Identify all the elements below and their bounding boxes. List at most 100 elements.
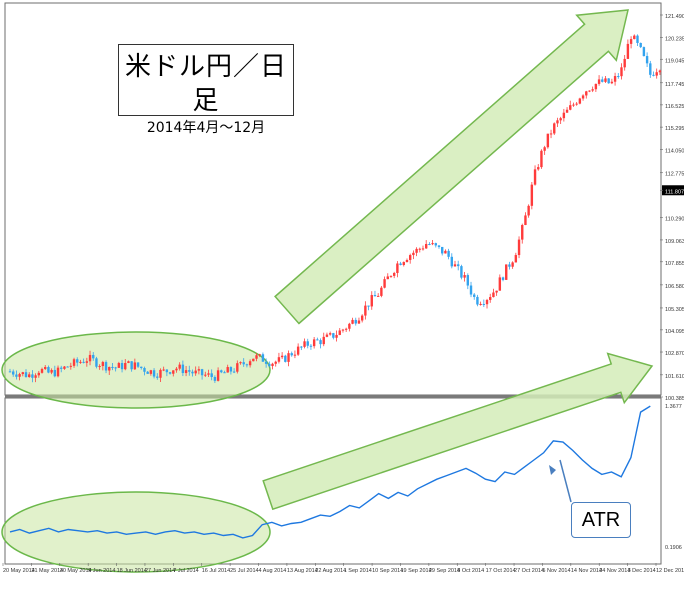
date-tick-label: 12 Dec 2014 bbox=[656, 568, 684, 574]
candle-body bbox=[341, 329, 345, 331]
pane-separator bbox=[5, 395, 661, 398]
candle-body bbox=[280, 355, 284, 358]
candle-body bbox=[111, 366, 114, 368]
candle-body bbox=[530, 184, 534, 206]
candle-body bbox=[213, 376, 217, 381]
candle-body bbox=[466, 275, 470, 286]
candle-body bbox=[277, 357, 281, 362]
candle-body bbox=[53, 369, 57, 377]
candle-body bbox=[79, 361, 82, 363]
candle-body bbox=[143, 367, 146, 372]
candle-body bbox=[335, 334, 338, 338]
date-tick-label: 17 Oct 2014 bbox=[486, 568, 516, 574]
candle-body bbox=[521, 225, 524, 240]
atr-label: ATR bbox=[571, 502, 631, 538]
candle-body bbox=[357, 320, 361, 324]
atr-callout-arrowhead bbox=[549, 465, 556, 475]
candle-body bbox=[505, 264, 508, 280]
date-tick-label: 5 Nov 2014 bbox=[542, 568, 570, 574]
date-tick-label: 9 Jun 2014 bbox=[88, 568, 115, 574]
candle-body bbox=[498, 277, 502, 291]
candle-body bbox=[354, 319, 357, 324]
candle-body bbox=[325, 334, 329, 337]
candle-body bbox=[24, 372, 28, 378]
candle-body bbox=[258, 354, 261, 356]
candle-body bbox=[389, 275, 393, 277]
candle-body bbox=[104, 362, 108, 371]
candle-body bbox=[373, 295, 377, 297]
candle-body bbox=[524, 215, 527, 226]
candle-body bbox=[229, 367, 233, 372]
date-tick-label: 4 Aug 2014 bbox=[259, 568, 287, 574]
date-tick-label: 20 May 2014 bbox=[3, 568, 35, 574]
candle-body bbox=[44, 367, 47, 369]
candle-body bbox=[460, 266, 463, 278]
candle-body bbox=[322, 336, 325, 345]
atr-tick-label: 0.1906 bbox=[665, 545, 682, 551]
date-tick-label: 10 Sep 2014 bbox=[372, 568, 403, 574]
candle-body bbox=[569, 105, 572, 110]
candle-body bbox=[351, 319, 354, 324]
price-tick-label: 101.610 bbox=[665, 374, 684, 380]
candle-body bbox=[248, 361, 252, 366]
candle-body bbox=[114, 367, 117, 369]
candle-body bbox=[76, 359, 79, 363]
candle-body bbox=[408, 255, 412, 260]
price-tick-label: 102.870 bbox=[665, 351, 684, 357]
price-tick-label: 106.580 bbox=[665, 284, 684, 290]
price-tick-label: 104.095 bbox=[665, 329, 684, 335]
candle-body bbox=[565, 109, 569, 113]
candle-body bbox=[156, 376, 159, 378]
candle-body bbox=[200, 369, 204, 376]
candle-body bbox=[181, 364, 185, 374]
candle-body bbox=[546, 133, 550, 148]
candle-body bbox=[332, 333, 335, 338]
candle-body bbox=[597, 79, 601, 84]
candle-body bbox=[146, 371, 149, 374]
candle-body bbox=[485, 299, 489, 305]
candle-body bbox=[658, 70, 662, 73]
candle-body bbox=[424, 243, 428, 249]
candle-body bbox=[473, 294, 476, 297]
y-axis: 121.490 120.235 119.045 117.745 116.525 115.2… bbox=[660, 14, 684, 551]
candle-body bbox=[492, 292, 495, 298]
candle-body bbox=[274, 361, 277, 364]
price-tick-label: 100.385 bbox=[665, 396, 684, 402]
candle-body bbox=[12, 371, 15, 375]
candle-body bbox=[655, 72, 658, 76]
date-tick-label: 7 Jul 2014 bbox=[173, 568, 198, 574]
candle-body bbox=[47, 367, 50, 373]
price-tick-label: 107.855 bbox=[665, 261, 684, 267]
candle-body bbox=[559, 118, 562, 121]
candle-body bbox=[127, 361, 130, 363]
price-consolidation-ellipse bbox=[1, 331, 271, 409]
price-tick-label: 120.235 bbox=[665, 37, 684, 43]
candle-body bbox=[457, 264, 460, 267]
candle-body bbox=[159, 369, 162, 378]
candle-body bbox=[236, 363, 239, 372]
candle-body bbox=[133, 362, 137, 370]
candle-body bbox=[476, 296, 479, 305]
price-tick-label: 119.045 bbox=[665, 58, 684, 64]
candle-body bbox=[124, 362, 127, 370]
date-tick-label: 27 Jun 2014 bbox=[145, 568, 175, 574]
title-box: 米ドル円／日足 2014年4月～12月 bbox=[118, 44, 294, 136]
candle-body bbox=[572, 104, 575, 106]
candle-body bbox=[383, 279, 386, 288]
candle-body bbox=[82, 361, 85, 363]
candle-body bbox=[300, 346, 303, 348]
candle-body bbox=[623, 58, 626, 68]
candle-body bbox=[108, 366, 111, 371]
candle-body bbox=[296, 346, 300, 355]
date-tick-label: 27 Oct 2014 bbox=[514, 568, 544, 574]
candle-body bbox=[620, 67, 623, 77]
candle-body bbox=[533, 169, 537, 185]
candle-body bbox=[328, 333, 332, 335]
candle-body bbox=[271, 363, 274, 367]
candle-body bbox=[98, 366, 101, 368]
candle-body bbox=[168, 372, 172, 374]
candle-body bbox=[40, 368, 44, 373]
candle-body bbox=[594, 83, 598, 90]
candle-body bbox=[117, 363, 121, 368]
atr-callout-line bbox=[559, 459, 572, 503]
